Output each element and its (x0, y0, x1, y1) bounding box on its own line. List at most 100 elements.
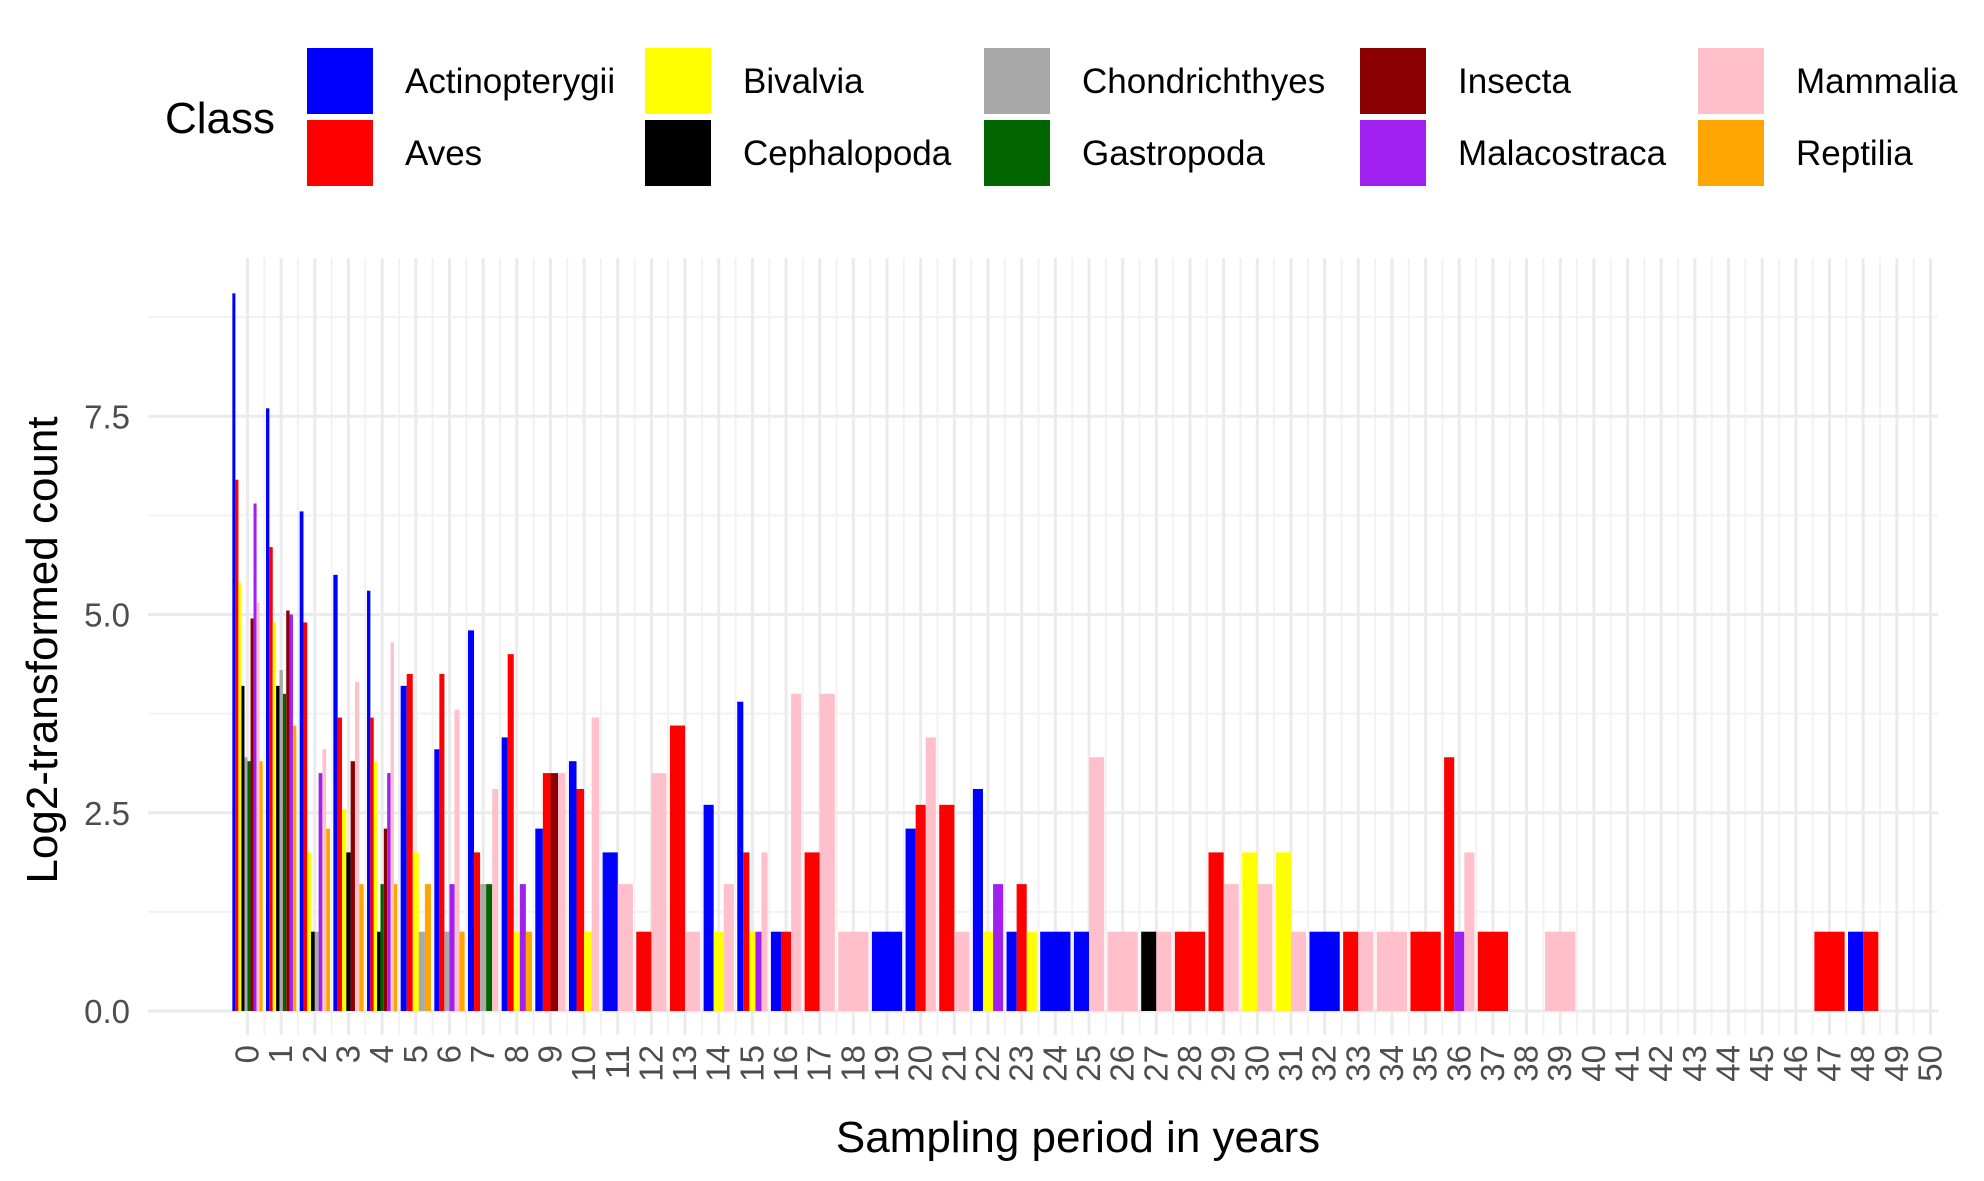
bar-mammalia-15 (761, 852, 768, 1011)
bar-mammalia-18 (838, 931, 869, 1011)
legend-label-aves: Aves (405, 134, 482, 173)
x-tick-label: 40 (1575, 1045, 1612, 1082)
x-tick-label: 29 (1205, 1045, 1242, 1082)
bar-aves-15 (743, 852, 750, 1011)
bar-chondrichthyes-5 (418, 931, 425, 1011)
bar-mammalia-31 (1290, 931, 1307, 1011)
bar-aves-8 (507, 654, 514, 1011)
bar-aves-23 (1016, 884, 1027, 1011)
x-tick-label: 38 (1508, 1045, 1545, 1082)
x-tick-label: 11 (599, 1045, 636, 1079)
bar-bivalvia-23 (1026, 931, 1037, 1011)
x-tick-label: 24 (1036, 1045, 1073, 1082)
bar-gastropoda-1 (282, 693, 287, 1011)
x-tick-label: 1 (262, 1045, 299, 1063)
legend-swatch-chondrichthyes (984, 48, 1050, 114)
bar-reptilia-3 (359, 884, 364, 1011)
bar-aves-47 (1814, 931, 1845, 1011)
bar-mammalia-2 (322, 749, 327, 1011)
x-tick-label: 7 (464, 1045, 501, 1063)
x-tick-label: 33 (1339, 1045, 1376, 1082)
bar-mammalia-26 (1107, 931, 1138, 1011)
x-tick-label: 44 (1710, 1045, 1747, 1082)
x-tick-label: 26 (1104, 1045, 1141, 1082)
bar-chondrichthyes-1 (279, 670, 283, 1011)
legend-label-malacostraca: Malacostraca (1458, 134, 1667, 173)
bars (232, 293, 1879, 1012)
bar-mammalia-27 (1156, 931, 1172, 1011)
bar-mammalia-29 (1223, 884, 1239, 1011)
bar-mammalia-30 (1257, 884, 1273, 1011)
y-tick-label: 7.5 (84, 398, 130, 435)
bar-aves-48 (1863, 931, 1879, 1011)
bar-reptilia-0 (259, 761, 263, 1011)
legend-items: Actinopterygii Aves Bivalvia Cephalopoda Cho… (307, 48, 1958, 186)
x-tick-label: 23 (1003, 1045, 1040, 1082)
bar-gastropoda-0 (247, 761, 251, 1011)
legend-label-reptilia: Reptilia (1796, 134, 1913, 173)
x-tick-label: 47 (1811, 1045, 1848, 1082)
bar-aves-36 (1444, 757, 1455, 1011)
x-tick-label: 27 (1137, 1045, 1174, 1082)
bar-malacostraca-36 (1454, 931, 1465, 1011)
x-tick-label: 21 (935, 1045, 972, 1082)
x-tick-label: 37 (1474, 1045, 1511, 1082)
bar-bivalvia-31 (1275, 852, 1291, 1011)
bar-gastropoda-7 (486, 884, 493, 1011)
bar-actinopterygii-8 (501, 737, 508, 1011)
bar-actinopterygii-23 (1006, 931, 1017, 1011)
bar-actinopterygii-15 (737, 701, 744, 1011)
bar-actinopterygii-0 (232, 293, 236, 1012)
bar-aves-1 (269, 547, 273, 1011)
legend-label-insecta: Insecta (1458, 62, 1571, 101)
x-tick-label: 31 (1272, 1045, 1309, 1082)
bar-bivalvia-8 (513, 931, 520, 1011)
bar-aves-16 (781, 931, 792, 1011)
bar-actinopterygii-24 (1040, 931, 1071, 1011)
legend-swatch-malacostraca (1360, 120, 1426, 186)
bar-aves-6 (439, 673, 445, 1011)
bar-mammalia-10 (591, 717, 600, 1011)
legend-title: Class (165, 94, 275, 143)
legend-swatch-aves (307, 120, 373, 186)
bar-actinopterygii-11 (602, 852, 618, 1011)
bar-aves-20 (915, 804, 926, 1011)
legend-label-chondrichthyes: Chondrichthyes (1082, 62, 1325, 101)
bar-aves-4 (370, 717, 374, 1011)
legend-label-mammalia: Mammalia (1796, 62, 1958, 101)
bar-aves-29 (1208, 852, 1224, 1011)
x-tick-label: 34 (1373, 1045, 1410, 1082)
bar-chondrichthyes-0 (244, 757, 248, 1011)
bar-actinopterygii-7 (467, 630, 475, 1011)
bar-malacostraca-15 (755, 931, 762, 1011)
x-tick-label: 45 (1743, 1045, 1780, 1082)
bar-mammalia-14 (723, 884, 734, 1011)
bar-actinopterygii-48 (1848, 931, 1864, 1011)
x-tick-label: 3 (329, 1045, 366, 1063)
bar-cephalopoda-27 (1141, 931, 1157, 1011)
bar-cephalopoda-4 (377, 931, 381, 1011)
bar-bivalvia-5 (412, 852, 419, 1011)
y-tick-label: 2.5 (84, 795, 130, 832)
bar-bivalvia-22 (982, 931, 994, 1011)
bar-actinopterygii-32 (1309, 931, 1340, 1011)
x-tick-label: 49 (1878, 1045, 1915, 1082)
x-tick-label: 18 (834, 1045, 871, 1082)
bar-mammalia-12 (651, 773, 667, 1011)
bar-aves-0 (235, 479, 239, 1011)
bar-malacostraca-2 (318, 773, 323, 1011)
x-tick-label: 14 (700, 1045, 737, 1082)
bar-insecta-1 (286, 610, 290, 1011)
x-tick-label: 15 (733, 1045, 770, 1082)
bar-mammalia-25 (1089, 757, 1105, 1011)
bar-aves-33 (1343, 931, 1359, 1011)
bar-reptilia-2 (326, 828, 330, 1011)
legend-swatch-actinopterygii (307, 48, 373, 114)
bar-aves-9 (542, 773, 551, 1011)
grid-major (148, 258, 1938, 1035)
bar-cephalopoda-3 (346, 852, 351, 1011)
legend-label-bivalvia: Bivalvia (743, 62, 864, 101)
y-tick-label: 0.0 (84, 993, 130, 1030)
bar-bivalvia-30 (1242, 852, 1258, 1011)
x-tick-label: 39 (1541, 1045, 1578, 1082)
